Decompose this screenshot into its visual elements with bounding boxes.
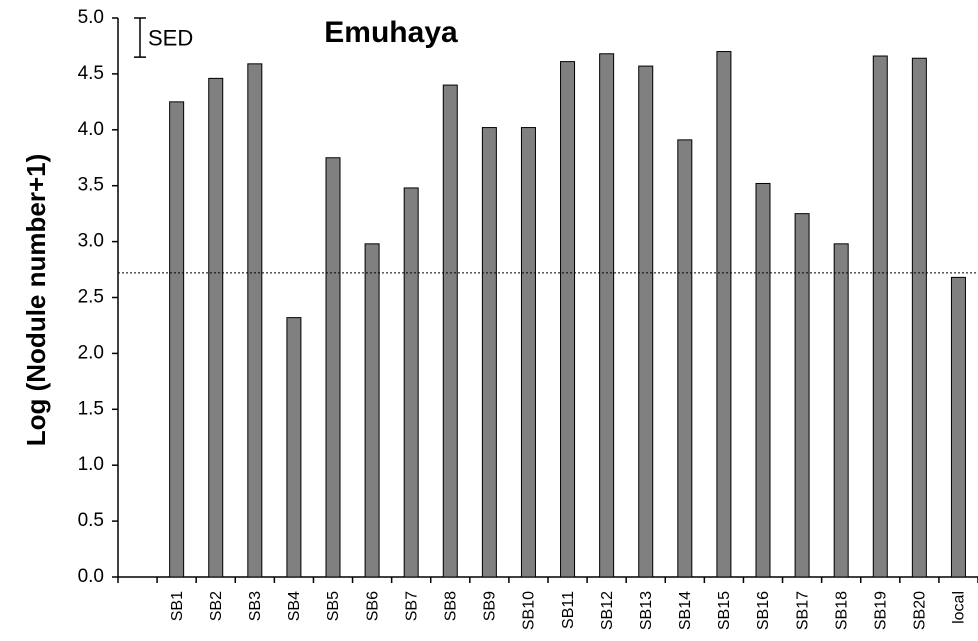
x-tick-label: SB4: [286, 591, 303, 621]
x-tick-label: SB12: [599, 591, 616, 630]
bar: [950, 276, 966, 578]
y-tick-label: 3.5: [78, 175, 104, 196]
chart-title: Emuhaya: [324, 16, 458, 49]
y-tick-label: 0.0: [78, 566, 104, 587]
y-tick-label: 3.0: [78, 231, 104, 252]
bar: [911, 57, 927, 578]
bar: [794, 213, 810, 578]
y-tick-label: 1.5: [78, 398, 104, 419]
bar: [833, 243, 849, 578]
y-axis-label: Log (Nodule number+1): [21, 154, 51, 447]
bar: [208, 77, 224, 578]
bar: [638, 65, 654, 578]
bar: [286, 317, 302, 578]
bar: [520, 127, 536, 578]
bar: [403, 187, 419, 578]
x-tick-label: SB8: [442, 591, 459, 621]
bar: [442, 84, 458, 578]
x-tick-label: SB2: [208, 591, 225, 621]
x-tick-label: SB7: [403, 591, 420, 621]
bar: [755, 182, 771, 578]
x-tick-label: SB11: [560, 591, 577, 629]
x-tick-label: SB13: [638, 591, 655, 630]
bar: [560, 61, 576, 578]
bar: [872, 55, 888, 578]
y-tick-label: 2.5: [78, 287, 104, 308]
y-tick-label: 4.5: [78, 63, 104, 84]
x-tick-label: SB17: [794, 591, 811, 630]
bar: [247, 63, 263, 578]
bar: [677, 139, 693, 578]
x-tick-label: SB10: [521, 591, 538, 630]
bar: [325, 157, 341, 578]
x-tick-label: SB15: [716, 591, 733, 630]
x-tick-label: local: [951, 591, 968, 624]
bar: [716, 51, 732, 578]
x-tick-label: SB19: [872, 591, 889, 630]
y-tick-label: 5.0: [78, 7, 104, 28]
x-tick-label: SB20: [912, 591, 929, 630]
y-tick-label: 0.5: [78, 510, 104, 531]
y-tick-label: 4.0: [78, 119, 104, 140]
y-tick-label: 1.0: [78, 454, 104, 475]
x-tick-label: SB14: [677, 591, 694, 630]
sed-label: SED: [148, 25, 193, 50]
x-tick-label: SB9: [482, 591, 499, 621]
bar: [599, 53, 615, 578]
bar: [481, 127, 497, 578]
x-tick-label: SB18: [833, 591, 850, 630]
x-tick-label: SB3: [247, 591, 264, 621]
x-tick-label: SB1: [169, 591, 186, 621]
bar: [364, 243, 380, 578]
bar: [169, 101, 185, 578]
y-tick-label: 2.0: [78, 342, 104, 363]
x-tick-label: SB5: [325, 591, 342, 621]
x-tick-label: SB6: [364, 591, 381, 621]
x-tick-label: SB16: [755, 591, 772, 630]
